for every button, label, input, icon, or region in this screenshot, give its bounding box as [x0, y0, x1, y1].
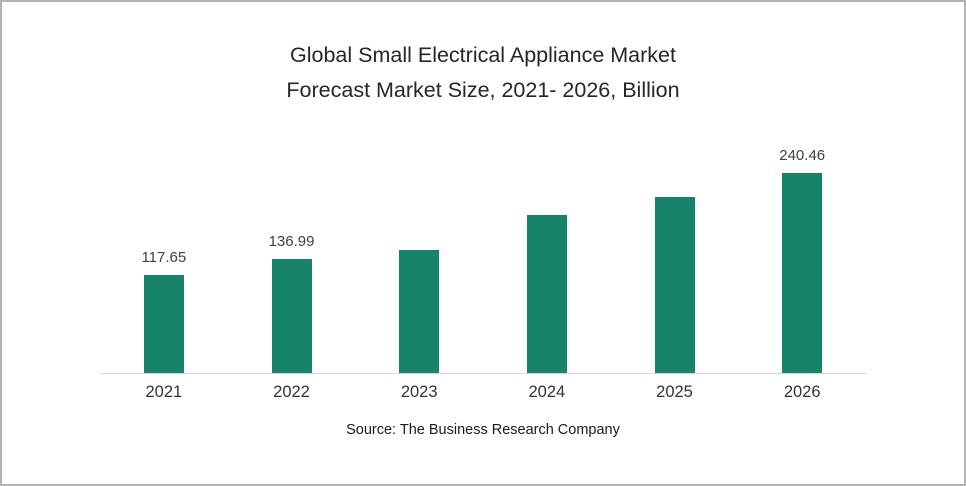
x-tick-label: 2022 [273, 383, 310, 401]
x-tick-label: 2023 [400, 383, 438, 401]
x-tick-label: 2025 [656, 383, 693, 401]
x-tick-label: 2021 [145, 383, 183, 401]
bar [271, 259, 312, 373]
bar-column [483, 108, 611, 373]
bar [782, 173, 823, 373]
bar-value-label: 240.46 [779, 147, 826, 164]
bars-container: 117.65 136.99 240.46 [100, 108, 866, 374]
x-tick-label: 2026 [783, 383, 821, 401]
source-caption: Source: The Business Research Company [346, 422, 620, 438]
bar [654, 196, 695, 373]
bar-value-label: 136.99 [268, 233, 315, 251]
chart-title-line-2: Forecast Market Size, 2021- 2026, Billio… [286, 78, 680, 102]
x-tick-label: 2024 [528, 383, 566, 401]
bar-column: 240.46 [738, 108, 866, 373]
bar-value-label: 117.65 [141, 249, 187, 267]
bar [399, 249, 440, 373]
chart-title-line-1: Global Small Electrical Appliance Market [290, 43, 676, 67]
bar-column: 117.65 [100, 108, 228, 373]
bar [526, 215, 567, 373]
bar [143, 275, 184, 373]
bar-column: 136.99 [228, 108, 356, 373]
bar-column [355, 108, 483, 373]
chart-title: Global Small Electrical Appliance Market… [2, 2, 964, 108]
x-axis-labels: 2021 2022 2023 2024 2025 2026 [100, 383, 866, 402]
bar-column [611, 108, 739, 373]
plot-area: 117.65 136.99 240.46 2021 2022 2023 2024 2025 2… [100, 108, 866, 402]
